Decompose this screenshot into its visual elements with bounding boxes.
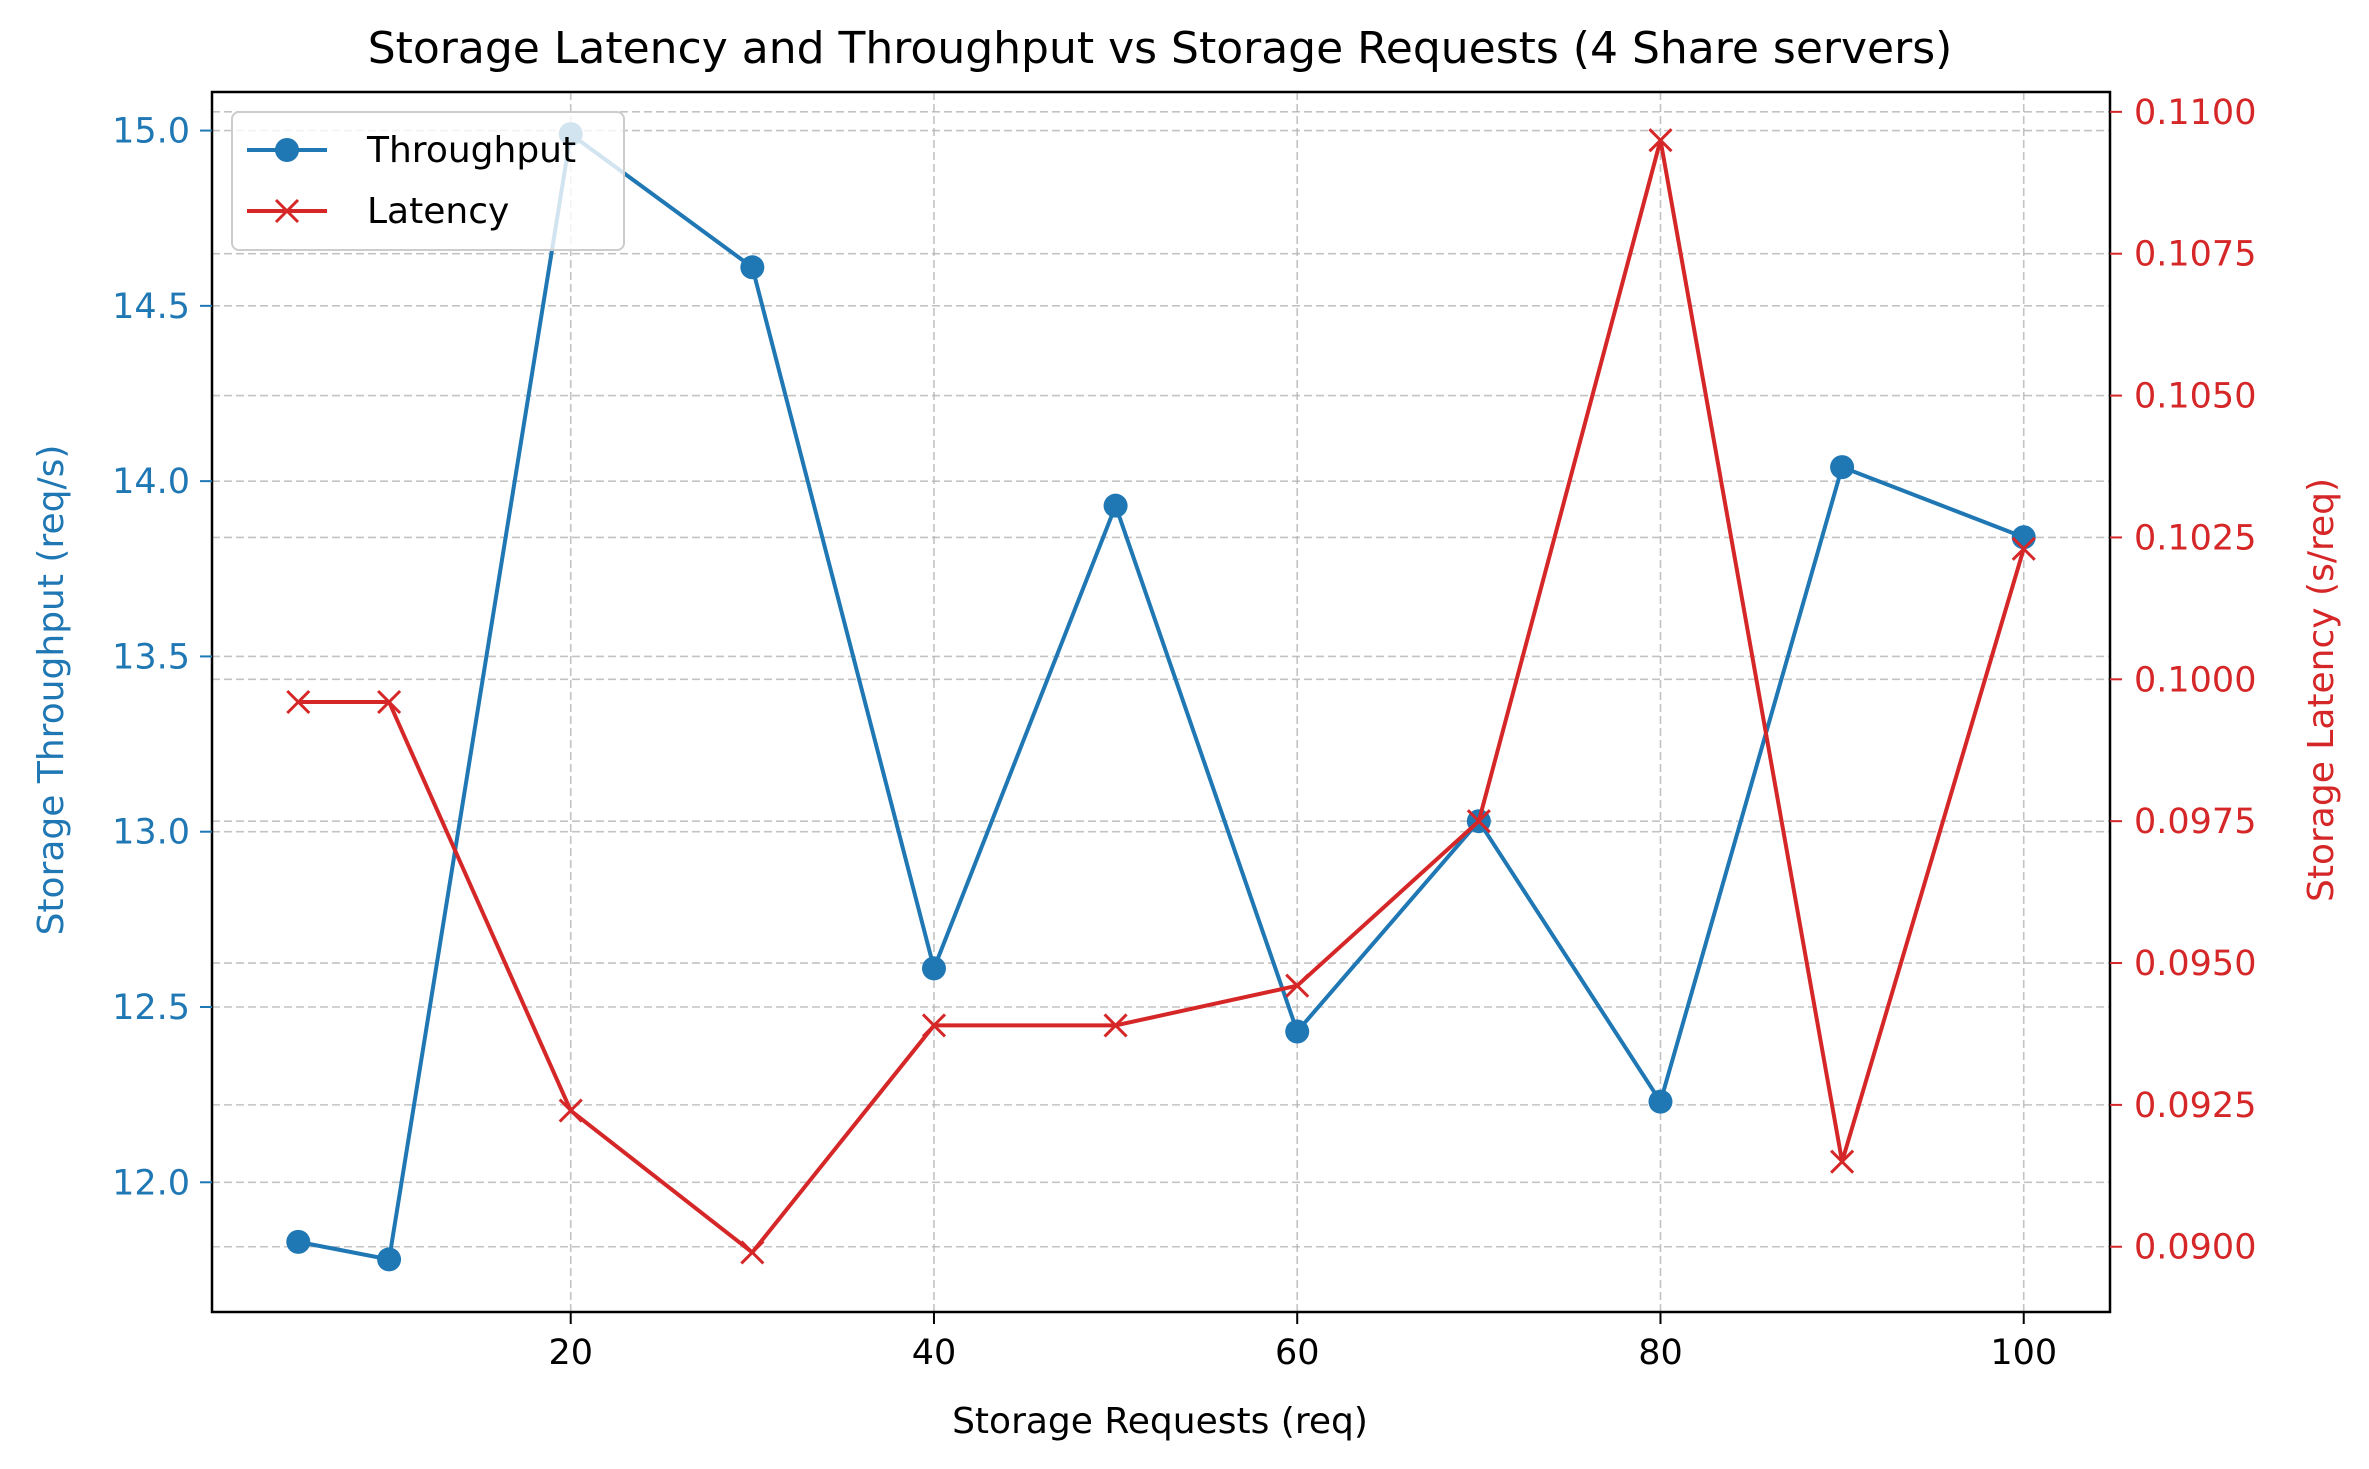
x-axis-label: Storage Requests (req) — [952, 1401, 1368, 1442]
y-tick-label-left: 14.0 — [112, 462, 190, 502]
throughput-point — [377, 1247, 402, 1272]
throughput-point — [2011, 525, 2036, 550]
y-tick-label-right: 0.1000 — [2134, 660, 2256, 700]
latency-point — [1103, 1013, 1128, 1038]
throughput-point — [740, 255, 765, 280]
chart-title: Storage Latency and Throughput vs Storag… — [368, 23, 1953, 74]
latency-point — [558, 1098, 583, 1123]
throughput-point — [1830, 455, 1855, 480]
throughput-point — [286, 1229, 311, 1254]
x-tick-label: 100 — [1990, 1333, 2057, 1373]
y-tick-label-right: 0.0900 — [2134, 1228, 2256, 1268]
throughput-point — [921, 956, 946, 981]
latency-point — [1830, 1149, 1855, 1174]
latency-point-stroke — [286, 689, 311, 715]
y-axis-label-left: Storage Throughput (req/s) — [31, 445, 72, 936]
x-tick-label: 80 — [1638, 1333, 1683, 1373]
legend-throughput-label: Throughput — [366, 130, 576, 171]
plot-frame — [210, 90, 2112, 1314]
y-tick-label-left: 13.5 — [112, 637, 190, 677]
y-axis-label-right: Storage Latency (s/req) — [2301, 478, 2342, 902]
latency-point — [921, 1013, 947, 1038]
y-tick-label-right: 0.1075 — [2134, 235, 2256, 275]
latency-point-stroke — [2011, 536, 2036, 561]
y-tick-label-right: 0.0925 — [2134, 1086, 2256, 1126]
latency-point — [1285, 973, 1310, 998]
y-tick-label-left: 12.5 — [112, 988, 190, 1028]
legend: Throughput Latency — [231, 111, 625, 251]
latency-point-stroke — [1830, 1149, 1855, 1174]
throughput-point — [1285, 1019, 1310, 1044]
legend-frame — [231, 111, 625, 251]
latency-point-stroke — [740, 1240, 765, 1265]
latency-point-stroke — [1648, 128, 1673, 153]
latency-point-stroke — [558, 1098, 583, 1123]
series-layer — [286, 122, 2036, 1272]
x-tick-label: 20 — [548, 1333, 593, 1373]
legend-latency-label: Latency — [367, 191, 509, 232]
y-tick-label-left: 12.0 — [112, 1163, 190, 1203]
legend-latency-marker — [274, 198, 300, 224]
latency-point — [2011, 536, 2036, 561]
series-line-throughput — [297, 132, 2025, 1262]
latency-point — [377, 689, 402, 715]
y-tick-label-left: 15.0 — [112, 112, 190, 152]
latency-point-stroke — [1103, 1013, 1128, 1038]
y-tick-label-left: 14.5 — [112, 287, 190, 327]
x-tick-label: 40 — [912, 1333, 957, 1373]
legend-latency-x-stroke — [274, 198, 300, 224]
y-tick-label-right: 0.1025 — [2134, 518, 2256, 558]
y-tick-label-right: 0.0975 — [2134, 802, 2256, 842]
series-line-latency — [298, 138, 2026, 1255]
y-tick-label-left: 13.0 — [112, 813, 190, 853]
y-tick-label-right: 0.1050 — [2134, 377, 2256, 417]
legend-throughput-marker — [275, 138, 299, 162]
y-tick-label-right: 0.1100 — [2134, 93, 2256, 133]
latency-point-stroke — [1466, 809, 1491, 834]
latency-point — [286, 689, 311, 715]
latency-point-stroke — [921, 1013, 947, 1038]
throughput-point — [1103, 493, 1128, 518]
latency-point — [1648, 128, 1673, 153]
axes: 20 40 60 80 100 12.0 12.5 13.0 13.5 14.0 14.5 15.0 0… — [112, 90, 2256, 1373]
latency-point-stroke — [377, 689, 402, 715]
grid-lines — [212, 92, 2110, 1312]
latency-point — [740, 1240, 765, 1265]
throughput-point — [1648, 1089, 1673, 1114]
latency-point-stroke — [1285, 973, 1310, 998]
x-tick-label: 60 — [1275, 1333, 1320, 1373]
y-tick-label-right: 0.0950 — [2134, 944, 2256, 984]
latency-point — [1466, 809, 1491, 834]
